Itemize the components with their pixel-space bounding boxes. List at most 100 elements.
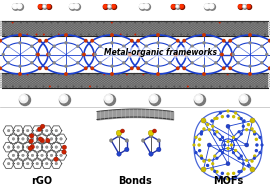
Circle shape: [119, 22, 122, 23]
Circle shape: [216, 157, 218, 159]
Circle shape: [214, 170, 216, 172]
Circle shape: [157, 74, 158, 75]
Circle shape: [269, 67, 270, 70]
Circle shape: [244, 5, 245, 7]
Circle shape: [222, 136, 224, 138]
Circle shape: [45, 67, 48, 70]
Circle shape: [124, 147, 129, 152]
Circle shape: [145, 5, 147, 7]
Circle shape: [240, 118, 242, 120]
Circle shape: [234, 74, 236, 75]
Circle shape: [99, 62, 101, 64]
Circle shape: [250, 33, 252, 36]
Circle shape: [53, 45, 55, 47]
Circle shape: [211, 120, 213, 122]
Circle shape: [195, 33, 197, 36]
Circle shape: [249, 65, 251, 67]
Circle shape: [196, 74, 198, 75]
Circle shape: [164, 33, 166, 36]
Circle shape: [109, 139, 113, 142]
Circle shape: [249, 42, 251, 44]
Circle shape: [249, 85, 251, 88]
Circle shape: [261, 45, 263, 47]
Circle shape: [131, 67, 133, 70]
Circle shape: [45, 129, 48, 132]
Circle shape: [91, 40, 93, 42]
Circle shape: [42, 22, 43, 23]
Circle shape: [40, 124, 45, 129]
Circle shape: [80, 22, 82, 23]
Circle shape: [238, 157, 240, 159]
Circle shape: [219, 22, 221, 23]
Circle shape: [117, 134, 121, 138]
Circle shape: [238, 171, 240, 173]
Circle shape: [249, 74, 251, 75]
Circle shape: [214, 118, 216, 120]
Circle shape: [139, 53, 141, 56]
Circle shape: [0, 67, 1, 70]
Circle shape: [185, 53, 187, 56]
Circle shape: [166, 74, 167, 75]
Circle shape: [96, 22, 98, 23]
Circle shape: [45, 162, 48, 165]
Circle shape: [237, 45, 239, 47]
Circle shape: [250, 118, 255, 123]
Circle shape: [94, 53, 96, 56]
Circle shape: [41, 154, 43, 157]
Circle shape: [36, 129, 39, 132]
Circle shape: [232, 136, 234, 138]
Circle shape: [220, 176, 221, 178]
Circle shape: [123, 45, 125, 47]
Circle shape: [198, 144, 200, 146]
Circle shape: [38, 137, 43, 141]
Circle shape: [181, 22, 183, 23]
Circle shape: [191, 62, 193, 64]
Circle shape: [74, 22, 76, 23]
Circle shape: [12, 22, 14, 23]
Circle shape: [89, 22, 91, 23]
Circle shape: [149, 22, 151, 23]
Circle shape: [180, 5, 185, 9]
Circle shape: [77, 45, 79, 47]
Circle shape: [123, 62, 125, 64]
Circle shape: [243, 5, 247, 9]
Circle shape: [256, 144, 258, 146]
Circle shape: [65, 34, 67, 36]
Circle shape: [211, 168, 213, 170]
Text: rGO: rGO: [31, 176, 53, 186]
Circle shape: [5, 22, 6, 23]
Circle shape: [239, 94, 248, 103]
Circle shape: [22, 138, 24, 140]
Circle shape: [126, 33, 128, 36]
Circle shape: [256, 22, 259, 23]
Circle shape: [111, 42, 113, 44]
Circle shape: [247, 164, 249, 167]
Circle shape: [41, 138, 43, 140]
Circle shape: [17, 146, 19, 148]
Circle shape: [104, 94, 116, 105]
Circle shape: [209, 4, 215, 10]
Circle shape: [181, 5, 182, 7]
Circle shape: [43, 5, 47, 9]
Circle shape: [145, 45, 147, 47]
Circle shape: [83, 53, 85, 56]
Circle shape: [36, 146, 39, 148]
Circle shape: [201, 167, 206, 172]
Circle shape: [126, 74, 128, 75]
Circle shape: [65, 42, 67, 44]
FancyBboxPatch shape: [2, 73, 268, 88]
Circle shape: [259, 136, 261, 138]
Circle shape: [261, 144, 263, 146]
Circle shape: [65, 73, 67, 75]
Circle shape: [137, 40, 139, 42]
Circle shape: [43, 74, 45, 75]
Circle shape: [120, 33, 122, 36]
Circle shape: [55, 162, 58, 165]
Circle shape: [140, 4, 146, 10]
Circle shape: [45, 146, 48, 148]
Circle shape: [142, 85, 144, 88]
Circle shape: [3, 33, 5, 36]
Circle shape: [203, 65, 205, 67]
Circle shape: [254, 155, 256, 157]
Circle shape: [150, 33, 152, 36]
